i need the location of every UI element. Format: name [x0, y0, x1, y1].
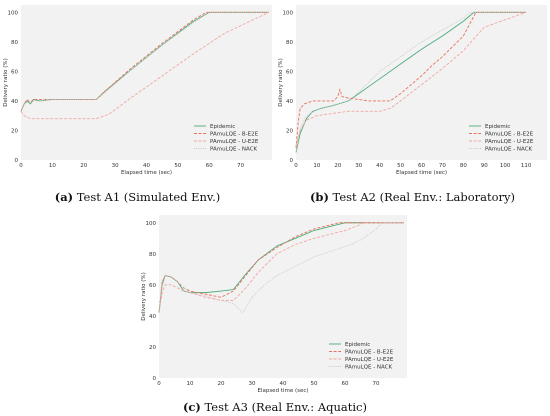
chart-c-xtick-label: 70 [373, 381, 380, 387]
chart-a-svg: 0 20 40 60 80 100 0 10 20 30 40 50 60 70 Elapsed time … [3, 5, 272, 176]
chart-b-ytick-label: 80 [286, 40, 293, 46]
chart-b-ytick-label: 0 [290, 158, 294, 164]
caption-a-text: Test A1 (Simulated Env.) [73, 190, 221, 204]
caption-a-label: (a) [54, 190, 74, 204]
chart-c-xlabel: Elapsed time (sec) [257, 388, 308, 394]
chart-c-xtick-label: 30 [249, 381, 256, 387]
chart-b-xtick-label: 90 [481, 163, 488, 169]
chart-c-ytick-label: 100 [146, 221, 157, 227]
chart-b-xtick-label: 80 [460, 163, 467, 169]
chart-a-ylabel: Delivery ratio (%) [3, 58, 9, 107]
chart-c-legend-label-2: PAmuLQE - U-E2E [345, 357, 394, 363]
chart-b-series-3-line [295, 11, 527, 153]
chart-b-ytick-label: 20 [286, 128, 293, 134]
chart-a-legend-label-1: PAmuLQE - B-E2E [210, 132, 259, 138]
chart-b-xtick-label: 30 [355, 163, 362, 169]
chart-b-xtick-label: 0 [294, 163, 298, 169]
chart-c-xtick-label: 0 [157, 381, 161, 387]
chart-b-xtick-label: 110 [521, 163, 532, 169]
chart-c-legend-label-3: PAmuLQE - NACK [345, 365, 393, 371]
chart-c-series-2-line [158, 222, 404, 313]
chart-b-xtick-label: 10 [313, 163, 320, 169]
chart-a-ytick-label: 0 [15, 158, 19, 164]
chart-b-ylabel: Delivery ratio (%) [278, 58, 284, 107]
chart-a-ytick-label: 100 [8, 10, 19, 16]
chart-a-legend-label-3: PAmuLQE - NACK [210, 147, 258, 153]
chart-a-plot-area [21, 5, 272, 160]
chart-b-xtick-label: 50 [397, 163, 404, 169]
chart-b-xtick-label: 100 [500, 163, 511, 169]
chart-a-xtick-label: 70 [237, 163, 244, 169]
chart-c-ytick-label: 20 [149, 345, 156, 351]
chart-b-ytick-label: 60 [286, 69, 293, 75]
chart-a-xlabel: Elapsed time (sec) [121, 170, 172, 176]
chart-b-series-0-line [295, 11, 527, 153]
chart-c-legend-label-1: PAmuLQE - B-E2E [345, 350, 394, 356]
chart-a-xtick-label: 20 [80, 163, 87, 169]
chart-b-xtick-label: 70 [439, 163, 446, 169]
chart-b-legend-label-2: PAmuLQE - U-E2E [485, 139, 534, 145]
chart-c-legend-label-0: Epidemic [345, 342, 370, 348]
chart-b-xlabel: Elapsed time (sec) [396, 170, 447, 176]
chart-a-series-2-line [20, 11, 270, 120]
chart-c-svg: 0 20 40 60 80 100 0 10 20 30 40 50 60 70 Elapsed time … [141, 215, 407, 394]
chart-c-xtick-label: 50 [311, 381, 318, 387]
caption-b-text: Test A2 (Real Env.: Laboratory) [328, 190, 516, 204]
chart-c-ylabel: Delivery ratio (%) [141, 272, 147, 321]
chart-panel-c: 0 20 40 60 80 100 0 10 20 30 40 50 60 70 Elapsed time … [140, 210, 410, 395]
chart-b-legend-label-3: PAmuLQE - NACK [485, 147, 533, 153]
chart-panel-a: 0 20 40 60 80 100 0 10 20 30 40 50 60 70 Elapsed time … [0, 0, 275, 185]
chart-c-series-3-line [158, 222, 404, 314]
chart-a-series-1-line [20, 11, 269, 112]
chart-a-ytick-label: 40 [11, 99, 18, 105]
chart-a-legend-label-0: Epidemic [210, 124, 235, 130]
chart-a-xtick-label: 60 [206, 163, 213, 169]
chart-b-series-1-line [295, 11, 527, 149]
chart-a-series-3-line [20, 11, 269, 112]
chart-c-series-1-line [158, 222, 404, 313]
caption-c: (c) Test A3 (Real Env.: Aquatic) [0, 400, 550, 414]
chart-b-legend-label-0: Epidemic [485, 124, 510, 130]
chart-b-xtick-label: 60 [418, 163, 425, 169]
caption-b-label: (b) [309, 190, 329, 204]
chart-a-xtick-label: 0 [19, 163, 23, 169]
chart-b-svg: 0 20 40 60 80 100 0 10 20 30 40 50 60 70 80 90 100 110 Ela… [278, 5, 547, 176]
chart-c-ytick-label: 80 [149, 252, 156, 258]
chart-a-ytick-label: 20 [11, 128, 18, 134]
chart-b-ytick-label: 40 [286, 99, 293, 105]
chart-a-xtick-label: 30 [112, 163, 119, 169]
chart-b-series-2-line [295, 11, 527, 146]
chart-b-xtick-label: 20 [334, 163, 341, 169]
chart-b-plot-area [296, 5, 547, 160]
chart-a-ytick-label: 60 [11, 69, 18, 75]
chart-c-xtick-label: 60 [342, 381, 349, 387]
chart-b-xtick-label: 40 [376, 163, 383, 169]
caption-c-text: Test A3 (Real Env.: Aquatic) [200, 400, 367, 414]
chart-c-ytick-label: 0 [153, 376, 157, 382]
chart-c-xtick-label: 10 [187, 381, 194, 387]
chart-b-legend-label-1: PAmuLQE - B-E2E [485, 132, 534, 138]
chart-c-plot-area [159, 215, 407, 378]
chart-a-xtick-label: 10 [49, 163, 56, 169]
chart-a-xtick-label: 40 [143, 163, 150, 169]
chart-a-xtick-label: 50 [174, 163, 181, 169]
chart-c-xtick-label: 40 [280, 381, 287, 387]
chart-a-ytick-label: 80 [11, 40, 18, 46]
chart-c-ytick-label: 40 [149, 314, 156, 320]
caption-a: (a) Test A1 (Simulated Env.) [0, 190, 275, 204]
chart-a-legend-label-2: PAmuLQE - U-E2E [210, 139, 259, 145]
chart-b-ytick-label: 100 [283, 10, 294, 16]
caption-c-label: (c) [182, 400, 201, 414]
caption-b: (b) Test A2 (Real Env.: Laboratory) [275, 190, 550, 204]
chart-c-ytick-label: 60 [149, 283, 156, 289]
chart-c-xtick-label: 20 [218, 381, 225, 387]
chart-panel-b: 0 20 40 60 80 100 0 10 20 30 40 50 60 70 80 90 100 110 Ela… [275, 0, 550, 185]
